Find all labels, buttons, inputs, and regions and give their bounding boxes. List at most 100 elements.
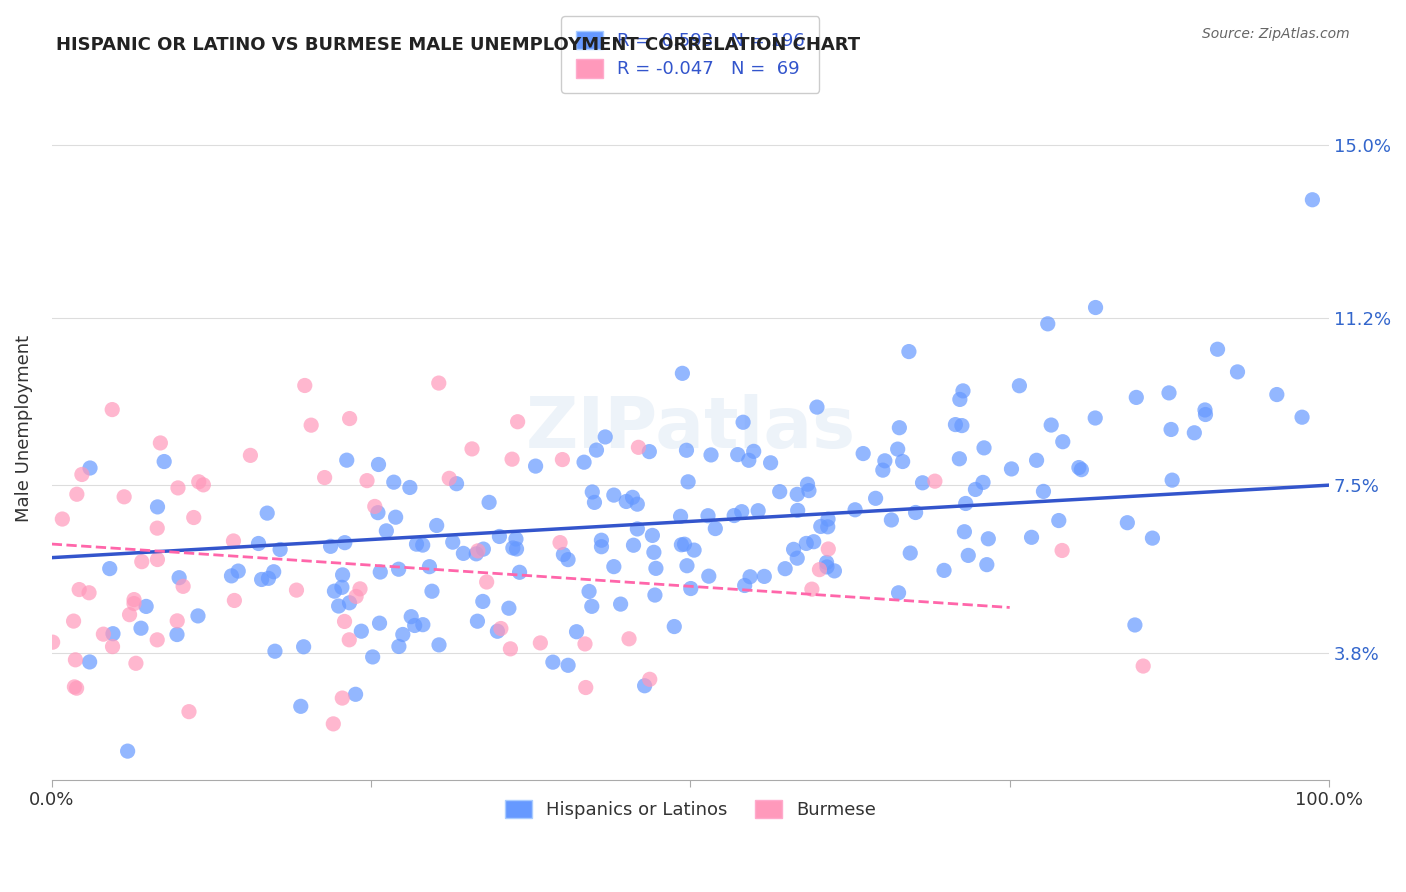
Hispanics or Latinos bbox=[794, 536, 817, 550]
Hispanics or Latinos bbox=[368, 616, 391, 631]
Hispanics or Latinos bbox=[817, 512, 839, 526]
Hispanics or Latinos bbox=[700, 448, 723, 462]
Hispanics or Latinos bbox=[263, 565, 285, 579]
Hispanics or Latinos bbox=[572, 455, 595, 469]
Hispanics or Latinos bbox=[426, 518, 449, 533]
Hispanics or Latinos bbox=[898, 546, 921, 560]
Burmese bbox=[66, 487, 89, 501]
Hispanics or Latinos bbox=[167, 571, 190, 585]
Burmese bbox=[146, 521, 169, 535]
Hispanics or Latinos bbox=[135, 599, 157, 614]
Hispanics or Latinos bbox=[734, 578, 756, 592]
Hispanics or Latinos bbox=[603, 488, 626, 502]
Hispanics or Latinos bbox=[641, 528, 664, 542]
Burmese bbox=[77, 586, 100, 600]
Hispanics or Latinos bbox=[361, 649, 384, 664]
Burmese bbox=[222, 533, 245, 548]
Hispanics or Latinos bbox=[623, 538, 645, 552]
Hispanics or Latinos bbox=[388, 640, 411, 654]
Hispanics or Latinos bbox=[583, 495, 606, 509]
Hispanics or Latinos bbox=[486, 624, 509, 639]
Hispanics or Latinos bbox=[769, 484, 792, 499]
Hispanics or Latinos bbox=[412, 617, 434, 632]
Text: HISPANIC OR LATINO VS BURMESE MALE UNEMPLOYMENT CORRELATION CHART: HISPANIC OR LATINO VS BURMESE MALE UNEMP… bbox=[56, 36, 860, 54]
Burmese bbox=[638, 673, 661, 687]
Burmese bbox=[285, 583, 308, 598]
Hispanics or Latinos bbox=[897, 344, 920, 359]
Burmese bbox=[118, 607, 141, 622]
Hispanics or Latinos bbox=[79, 655, 101, 669]
Burmese bbox=[146, 632, 169, 647]
Hispanics or Latinos bbox=[1157, 385, 1180, 400]
Hispanics or Latinos bbox=[488, 529, 510, 543]
Hispanics or Latinos bbox=[221, 569, 243, 583]
Hispanics or Latinos bbox=[673, 537, 696, 551]
Hispanics or Latinos bbox=[319, 539, 342, 553]
Hispanics or Latinos bbox=[146, 500, 169, 514]
Hispanics or Latinos bbox=[290, 699, 312, 714]
Burmese bbox=[427, 376, 450, 390]
Burmese bbox=[800, 582, 823, 596]
Burmese bbox=[122, 592, 145, 607]
Hispanics or Latinos bbox=[1052, 434, 1074, 449]
Hispanics or Latinos bbox=[977, 532, 1000, 546]
Hispanics or Latinos bbox=[418, 559, 440, 574]
Hispanics or Latinos bbox=[557, 552, 579, 566]
Hispanics or Latinos bbox=[399, 480, 422, 494]
Hispanics or Latinos bbox=[412, 538, 434, 552]
Hispanics or Latinos bbox=[1194, 408, 1216, 422]
Hispanics or Latinos bbox=[747, 504, 769, 518]
Hispanics or Latinos bbox=[1040, 418, 1063, 433]
Hispanics or Latinos bbox=[844, 503, 866, 517]
Hispanics or Latinos bbox=[328, 599, 350, 613]
Burmese bbox=[67, 582, 90, 597]
Hispanics or Latinos bbox=[786, 487, 808, 501]
Hispanics or Latinos bbox=[621, 491, 644, 505]
Hispanics or Latinos bbox=[505, 541, 527, 556]
Hispanics or Latinos bbox=[593, 430, 616, 444]
Hispanics or Latinos bbox=[1301, 193, 1323, 207]
Burmese bbox=[93, 627, 115, 641]
Hispanics or Latinos bbox=[731, 505, 754, 519]
Burmese bbox=[65, 653, 87, 667]
Burmese bbox=[62, 614, 84, 628]
Burmese bbox=[333, 615, 356, 629]
Hispanics or Latinos bbox=[723, 508, 745, 523]
Hispanics or Latinos bbox=[955, 496, 977, 510]
Hispanics or Latinos bbox=[101, 626, 124, 640]
Burmese bbox=[65, 681, 87, 696]
Hispanics or Latinos bbox=[889, 420, 911, 434]
Hispanics or Latinos bbox=[1160, 422, 1182, 436]
Hispanics or Latinos bbox=[645, 561, 668, 575]
Hispanics or Latinos bbox=[388, 562, 411, 576]
Hispanics or Latinos bbox=[952, 384, 974, 398]
Burmese bbox=[499, 641, 522, 656]
Hispanics or Latinos bbox=[153, 454, 176, 468]
Hispanics or Latinos bbox=[738, 570, 761, 584]
Hispanics or Latinos bbox=[697, 508, 720, 523]
Hispanics or Latinos bbox=[957, 549, 980, 563]
Burmese bbox=[489, 622, 512, 636]
Hispanics or Latinos bbox=[441, 535, 464, 549]
Hispanics or Latinos bbox=[1161, 473, 1184, 487]
Hispanics or Latinos bbox=[129, 621, 152, 635]
Hispanics or Latinos bbox=[697, 569, 720, 583]
Burmese bbox=[627, 440, 650, 454]
Hispanics or Latinos bbox=[391, 627, 413, 641]
Hispanics or Latinos bbox=[382, 475, 405, 490]
Hispanics or Latinos bbox=[453, 546, 475, 560]
Hispanics or Latinos bbox=[367, 458, 389, 472]
Hispanics or Latinos bbox=[872, 463, 894, 477]
Hispanics or Latinos bbox=[541, 655, 564, 669]
Hispanics or Latinos bbox=[98, 561, 121, 575]
Hispanics or Latinos bbox=[187, 608, 209, 623]
Hispanics or Latinos bbox=[478, 495, 501, 509]
Hispanics or Latinos bbox=[932, 563, 955, 577]
Hispanics or Latinos bbox=[817, 520, 839, 534]
Burmese bbox=[51, 512, 73, 526]
Hispanics or Latinos bbox=[1070, 463, 1092, 477]
Burmese bbox=[101, 640, 124, 654]
Hispanics or Latinos bbox=[671, 367, 693, 381]
Hispanics or Latinos bbox=[1194, 403, 1216, 417]
Hispanics or Latinos bbox=[502, 541, 524, 555]
